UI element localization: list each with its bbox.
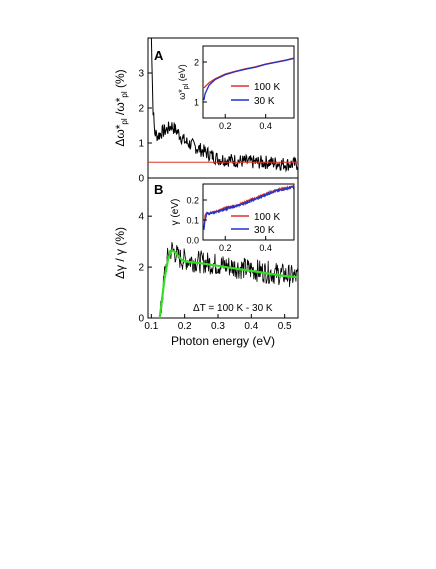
panel-b-x-ticks: 0.1 0.2 0.3 0.4 0.5 [144, 314, 292, 332]
panel-b-inset-y-tick-label: 0.0 [186, 236, 199, 246]
panel-b-y-tick-label: 2 [138, 263, 144, 274]
panel-b-inset-y-tick-label: 0.2 [186, 196, 199, 206]
panel-b-y-tick-label: 4 [138, 212, 144, 223]
panel-b-x-tick-label: 0.5 [278, 321, 292, 332]
panel-b-data-line [159, 242, 299, 314]
panel-a: A 0 1 2 3 Δω*pl /ω*pl (%) 1 2 0.2 0.4 ω*pl (eV… [113, 37, 299, 185]
panel-b-inset-x-tick-label: 0.2 [219, 243, 232, 253]
panel-b-x-tick-label: 0.4 [244, 321, 258, 332]
panel-b-y-label: Δγ / γ (%) [113, 227, 127, 279]
panel-b-inset-x-tick-label: 0.4 [259, 243, 272, 253]
panel-b-frame [147, 177, 299, 319]
panel-a-y-tick-label: 2 [138, 104, 144, 115]
panel-a-y-tick-label: 3 [138, 69, 144, 80]
panel-b-label: B [154, 182, 163, 197]
panel-a-inset-y-tick-label: 1 [194, 98, 199, 108]
panel-a-inset-x-tick-label: 0.4 [259, 121, 272, 131]
panel-b-y-tick-label: 0 [138, 314, 144, 325]
panel-a-y-tick-label: 0 [138, 174, 144, 185]
panel-b: B 0 2 4 0.1 0.2 0.3 0.4 0.5 Δγ / γ (%) Photon … [113, 177, 299, 348]
panel-b-inset-plot [203, 184, 295, 230]
panel-b-y-ticks: 0 2 4 [138, 212, 152, 325]
panel-a-y-label: Δω*pl /ω*pl (%) [113, 69, 129, 146]
panel-a-inset-line-30k [203, 57, 295, 101]
panel-a-y-ticks: 0 1 2 3 [138, 69, 152, 185]
panel-a-data-line [149, 37, 299, 173]
panel-b-x-label: Photon energy (eV) [171, 334, 275, 348]
panel-b-annotation: ΔT = 100 K - 30 K [193, 303, 273, 314]
legend-label-100k: 100 K [254, 82, 280, 93]
panel-b-inset-y-tick-label: 0.1 [186, 216, 199, 226]
legend-label-30k: 30 K [254, 96, 275, 107]
panel-b-x-tick-label: 0.2 [178, 321, 192, 332]
panel-b-fit-line [158, 249, 299, 319]
panel-a-inset-plot [203, 57, 295, 101]
panel-a-inset-ticks: 1 2 0.2 0.4 [194, 58, 272, 132]
legend-label-100k: 100 K [254, 212, 280, 223]
panel-a-inset-y-label: ω*pl (eV) [177, 64, 190, 100]
panel-a-inset-legend: 100 K 30 K [231, 82, 280, 107]
legend-label-30k: 30 K [254, 225, 275, 236]
panel-b-inset: 0.0 0.1 0.2 0.2 0.4 γ (eV) 100 K 30 K [170, 183, 295, 254]
panel-b-x-tick-label: 0.1 [144, 321, 158, 332]
panel-a-y-tick-label: 1 [138, 139, 144, 150]
panel-b-inset-line-30k [203, 184, 295, 230]
panel-a-plot [148, 37, 299, 173]
panel-b-inset-ticks: 0.0 0.1 0.2 0.2 0.4 [186, 196, 271, 254]
panel-b-x-tick-label: 0.3 [211, 321, 225, 332]
panel-b-inset-y-label: γ (eV) [170, 199, 181, 226]
panel-a-inset-x-tick-label: 0.2 [219, 121, 232, 131]
panel-a-inset-y-tick-label: 2 [194, 58, 199, 68]
panel-b-inset-legend: 100 K 30 K [231, 212, 280, 236]
panel-a-label: A [154, 48, 164, 63]
panel-b-plot [158, 242, 299, 319]
panel-a-inset-frame [202, 45, 295, 119]
panel-a-inset: 1 2 0.2 0.4 ω*pl (eV) 100 K 30 K [177, 45, 295, 132]
